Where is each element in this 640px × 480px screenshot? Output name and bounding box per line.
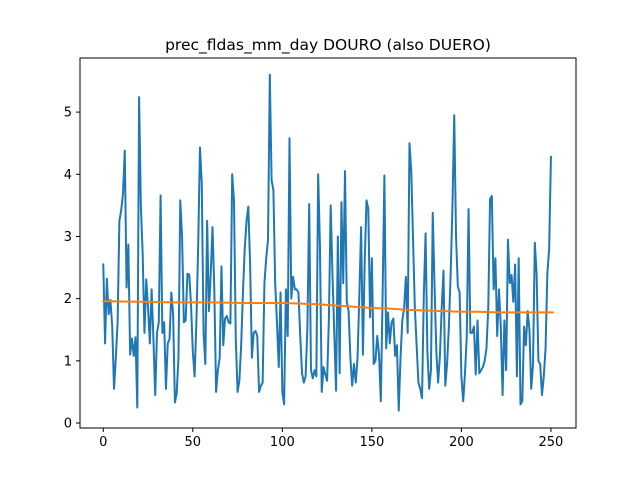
y-tick-label: 1 (64, 354, 72, 369)
y-tick-label: 0 (64, 417, 72, 432)
x-tick-label: 50 (185, 435, 202, 450)
x-tick-label: 100 (270, 435, 295, 450)
y-tick-label: 4 (64, 168, 72, 183)
x-tick-label: 250 (539, 435, 564, 450)
series-layer (102, 73, 554, 412)
plot-frame (79, 57, 577, 429)
y-tick-label: 2 (64, 292, 72, 307)
x-tick-label: 150 (359, 435, 384, 450)
series-line-1 (102, 73, 552, 412)
x-tick-label: 200 (449, 435, 474, 450)
y-axis: 0 1 2 3 4 5 (64, 106, 80, 432)
series-line-2 (102, 300, 554, 314)
chart-title: prec_fldas_mm_day DOURO (also DUERO) (165, 36, 491, 55)
y-tick-label: 3 (64, 230, 72, 245)
y-tick-label: 5 (64, 106, 72, 121)
x-tick-label: 0 (99, 435, 107, 450)
x-axis: 0 50 100 150 200 250 (99, 428, 563, 450)
